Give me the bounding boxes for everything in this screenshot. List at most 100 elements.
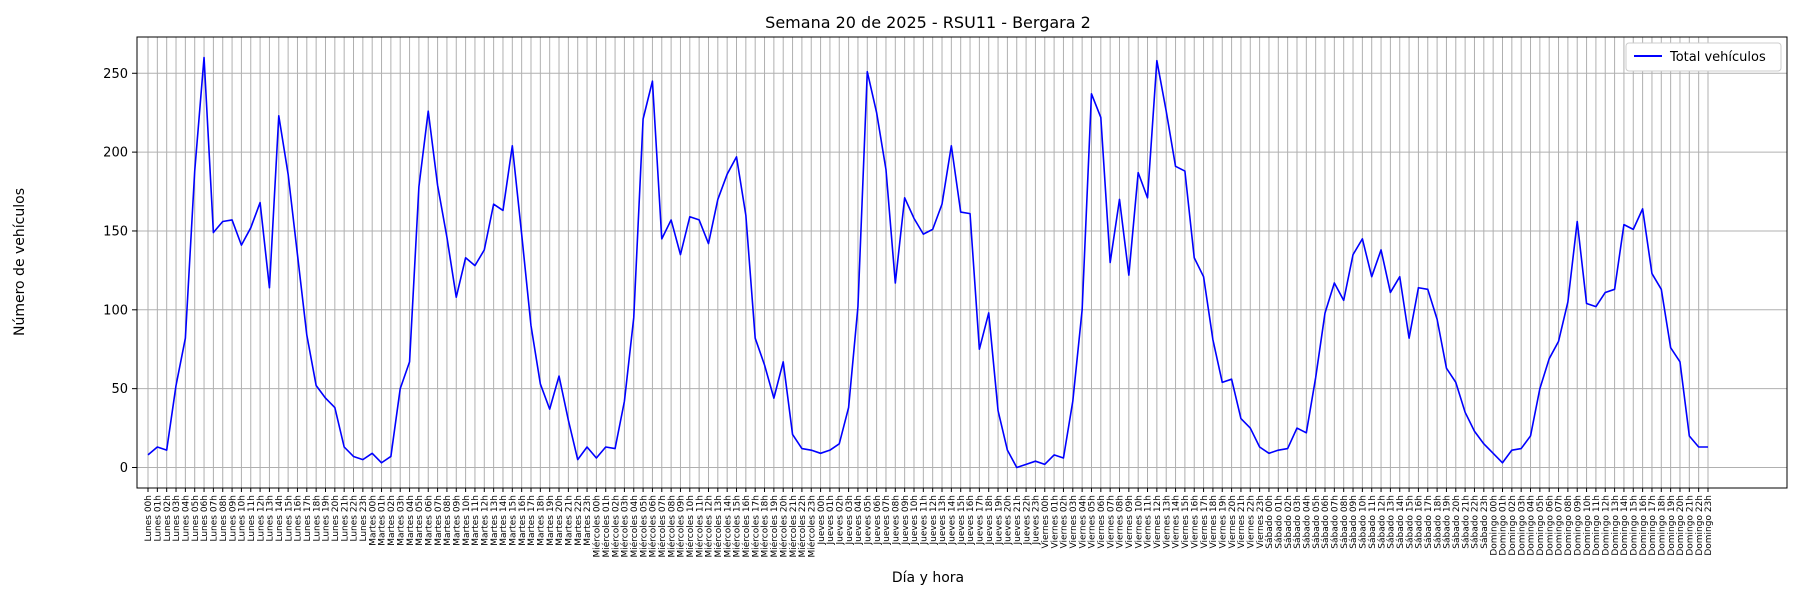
x-tick-label: Miércoles 05h [638, 495, 649, 558]
x-tick-label: Jueves 08h [892, 495, 902, 545]
y-tick-label: 100 [103, 303, 128, 318]
legend: Total vehículos [1625, 42, 1782, 72]
x-tick-label: Lunes 09h [228, 495, 238, 542]
x-tick-label: Lunes 15h [284, 495, 294, 542]
x-tick-label: Lunes 17h [303, 495, 313, 542]
x-tick-label: Sábado 08h [1340, 495, 1350, 549]
x-tick-label: Domingo 12h [1601, 495, 1611, 556]
x-tick-label: Jueves 13h [938, 495, 948, 545]
x-tick-label: Jueves 02h [835, 495, 845, 545]
x-tick-label: Martes 14h [499, 495, 509, 546]
y-axis: 0 50 100 150 200 250 [103, 67, 137, 476]
x-tick-label: Viernes 17h [1200, 495, 1210, 549]
x-tick-label: Viernes 15h [1181, 495, 1191, 549]
x-tick-label: Miércoles 15h [732, 495, 743, 558]
x-tick-label: Jueves 01h [826, 495, 836, 545]
x-tick-label: Domingo 02h [1508, 495, 1518, 556]
x-tick-label: Domingo 11h [1592, 495, 1602, 556]
x-tick-label: Viernes 08h [1116, 495, 1126, 549]
x-tick-label: Lunes 18h [312, 495, 322, 542]
x-tick-label: Martes 07h [434, 495, 444, 546]
x-tick-label: Sábado 14h [1396, 495, 1406, 549]
y-tick-label: 250 [103, 67, 128, 82]
x-tick-label: Domingo 14h [1620, 495, 1630, 556]
x-tick-label: Miércoles 06h [648, 495, 659, 558]
x-tick-label: Viernes 07h [1106, 495, 1116, 549]
x-tick-label: Martes 11h [471, 495, 481, 546]
x-tick-label: Domingo 16h [1639, 495, 1649, 556]
x-tick-label: Lunes 11h [247, 495, 257, 542]
x-tick-label: Domingo 17h [1648, 495, 1658, 556]
x-tick-label: Sábado 21h [1461, 495, 1471, 549]
x-tick-label: Viernes 06h [1097, 495, 1107, 549]
x-tick-label: Domingo 19h [1667, 495, 1677, 556]
x-tick-label: Martes 06h [424, 495, 434, 546]
x-tick-label: Viernes 23h [1256, 495, 1266, 549]
x-tick-label: Lunes 22h [350, 495, 360, 542]
y-axis-label: Número de vehículos [12, 188, 28, 336]
x-tick-label: Miércoles 22h [797, 495, 808, 558]
x-tick-label: Jueves 05h [863, 495, 873, 545]
x-tick-label: Lunes 05h [191, 495, 201, 542]
x-tick-label: Jueves 15h [957, 495, 967, 545]
x-tick-label: Miércoles 03h [620, 495, 631, 558]
y-tick-label: 0 [120, 461, 128, 476]
x-tick-label: Martes 01h [378, 495, 388, 546]
x-tick-label: Miércoles 09h [676, 495, 687, 558]
x-tick-label: Sábado 17h [1424, 495, 1434, 549]
x-tick-label: Jueves 17h [976, 495, 986, 545]
x-tick-label: Jueves 20h [1004, 495, 1014, 545]
x-tick-label: Jueves 12h [929, 495, 939, 545]
series-line-total-vehiculos [147, 56, 1708, 469]
x-tick-label: Domingo 10h [1583, 495, 1593, 556]
x-tick-label: Sábado 04h [1303, 495, 1313, 549]
x-tick-label: Lunes 08h [219, 495, 229, 542]
x-tick-label: Domingo 04h [1527, 495, 1537, 556]
x-tick-label: Miércoles 16h [741, 495, 752, 558]
x-tick-label: Viernes 04h [1078, 495, 1088, 549]
x-tick-label: Sábado 19h [1443, 495, 1453, 549]
grid [137, 37, 1787, 488]
x-tick-label: Sábado 13h [1387, 495, 1397, 549]
x-tick-label: Lunes 02h [163, 495, 173, 542]
x-tick-label: Miércoles 12h [704, 495, 715, 558]
x-tick-label: Martes 08h [443, 495, 453, 546]
x-tick-label: Domingo 03h [1517, 495, 1527, 556]
x-tick-label: Miércoles 00h [592, 495, 603, 558]
x-tick-label: Jueves 23h [1032, 495, 1042, 545]
x-tick-label: Viernes 09h [1125, 495, 1135, 549]
x-tick-label: Jueves 22h [1022, 495, 1032, 545]
x-tick-label: Martes 21h [565, 495, 575, 546]
x-tick-label: Martes 02h [387, 495, 397, 546]
x-tick-label: Martes 13h [490, 495, 500, 546]
x-tick-label: Miércoles 11h [694, 495, 705, 558]
x-tick-label: Domingo 00h [1489, 495, 1499, 556]
series-layer [147, 56, 1708, 469]
x-tick-label: Lunes 23h [359, 495, 369, 542]
x-tick-label: Martes 03h [396, 495, 406, 546]
x-tick-label: Lunes 04h [182, 495, 192, 542]
x-tick-label: Domingo 23h [1704, 495, 1714, 556]
x-tick-label: Martes 19h [546, 495, 556, 546]
x-tick-label: Viernes 20h [1228, 495, 1238, 549]
x-tick-label: Lunes 01h [154, 495, 164, 542]
x-tick-label: Lunes 14h [275, 495, 285, 542]
x-tick-label: Domingo 05h [1536, 495, 1546, 556]
x-tick-label: Miércoles 10h [685, 495, 696, 558]
x-tick-label: Miércoles 08h [666, 495, 677, 558]
x-tick-label: Martes 23h [583, 495, 593, 546]
x-axis: Lunes 00h Lunes 01h Lunes 02h Lunes 03h Lune… [144, 488, 1714, 558]
x-tick-label: Lunes 00h [144, 495, 154, 542]
x-tick-label: Viernes 18h [1209, 495, 1219, 549]
y-tick-label: 150 [103, 224, 128, 239]
x-tick-label: Jueves 06h [873, 495, 883, 545]
x-tick-label: Viernes 22h [1246, 495, 1256, 549]
x-tick-label: Viernes 16h [1190, 495, 1200, 549]
x-tick-label: Sábado 23h [1480, 495, 1490, 549]
x-tick-label: Domingo 20h [1676, 495, 1686, 556]
x-tick-label: Jueves 10h [910, 495, 920, 545]
x-tick-label: Lunes 10h [238, 495, 248, 542]
x-tick-label: Sábado 00h [1265, 495, 1275, 549]
x-tick-label: Miércoles 21h [788, 495, 799, 558]
x-tick-label: Jueves 16h [966, 495, 976, 545]
